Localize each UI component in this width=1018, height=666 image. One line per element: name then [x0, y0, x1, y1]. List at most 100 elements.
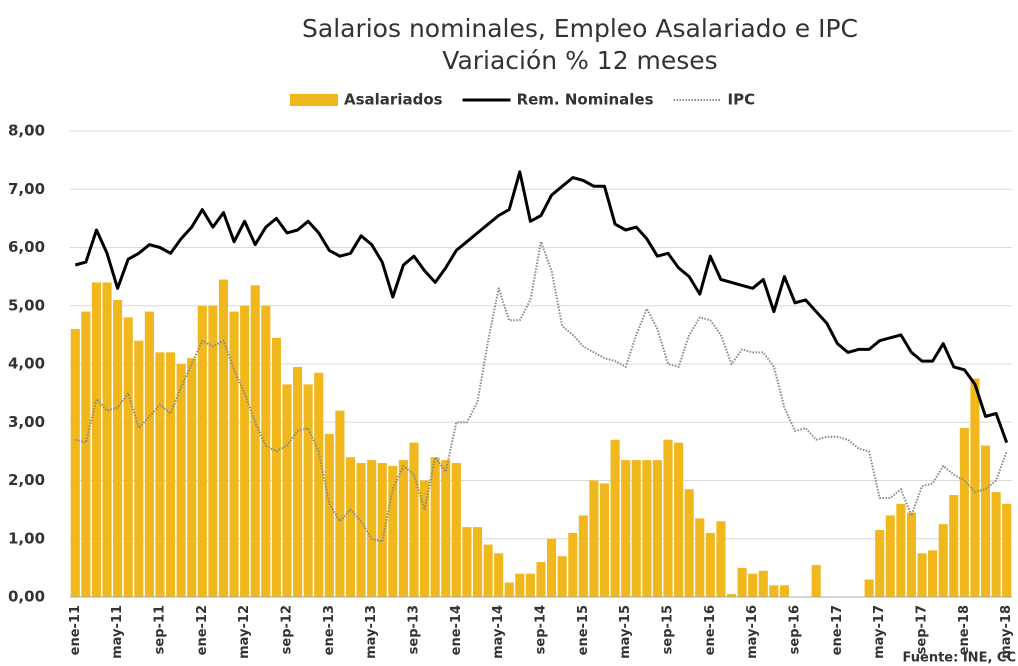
y-tick-label: 4,00 — [8, 355, 45, 373]
x-tick-label: ene-14 — [449, 605, 464, 655]
bar — [642, 460, 652, 597]
bar — [547, 538, 557, 597]
x-tick-label: may-16 — [745, 605, 760, 659]
bar — [515, 573, 525, 597]
x-tick-label: sep-17 — [915, 605, 930, 654]
y-tick-label: 3,00 — [8, 413, 45, 431]
bar — [303, 384, 313, 597]
x-tick-label: sep-15 — [661, 605, 676, 654]
bar — [367, 460, 377, 597]
bar — [356, 463, 366, 597]
bar — [91, 282, 102, 597]
bar — [293, 366, 303, 597]
bar — [536, 562, 546, 597]
bar — [430, 457, 440, 597]
x-tick-label: may-12 — [237, 605, 252, 659]
x-tick-label: ene-13 — [322, 605, 337, 655]
bar — [176, 364, 186, 597]
bar — [959, 428, 969, 597]
bar — [684, 489, 694, 597]
bar — [250, 285, 260, 597]
y-tick-label: 7,00 — [8, 180, 45, 198]
bar — [1002, 503, 1012, 597]
bar — [621, 460, 631, 597]
bar — [970, 378, 980, 597]
bar — [165, 352, 176, 597]
bar — [335, 410, 345, 597]
x-tick-label: may-13 — [364, 605, 379, 659]
bar — [737, 567, 747, 597]
bar — [123, 317, 133, 597]
bar — [483, 544, 493, 597]
bar — [864, 579, 874, 597]
bar — [134, 340, 144, 597]
bar — [557, 556, 567, 597]
bar — [388, 465, 398, 597]
x-tick-label: may-17 — [872, 605, 887, 659]
bar — [769, 585, 779, 597]
x-tick-label: may-11 — [110, 605, 125, 659]
y-tick-label: 1,00 — [8, 529, 45, 547]
bar — [113, 299, 123, 597]
bar — [81, 311, 91, 597]
legend-label: Rem. Nominales — [517, 91, 654, 109]
line-dotted — [75, 240, 1008, 543]
bar — [271, 337, 281, 597]
bar — [663, 439, 673, 597]
bar — [991, 492, 1001, 597]
y-tick-label: 2,00 — [8, 471, 45, 489]
bar — [949, 495, 959, 597]
bar — [261, 305, 271, 597]
bar — [652, 460, 662, 597]
y-tick-label: 6,00 — [8, 238, 45, 256]
bar — [345, 457, 356, 597]
bar — [896, 503, 906, 597]
x-tick-label: sep-13 — [406, 605, 421, 654]
bar — [610, 439, 620, 597]
x-tick-label: may-18 — [999, 605, 1014, 659]
bar — [811, 564, 821, 597]
annotation: Fuente: INE, CC — [903, 651, 1016, 666]
y-tick-label: 5,00 — [8, 296, 45, 314]
bar — [377, 463, 387, 597]
x-tick-label: ene-18 — [957, 605, 972, 655]
bar — [441, 460, 451, 597]
bar — [504, 582, 514, 597]
x-tick-label: sep-12 — [279, 605, 294, 654]
bar — [187, 358, 197, 597]
bar — [906, 512, 917, 597]
bar — [229, 311, 239, 597]
legend-label: IPC — [728, 91, 756, 109]
x-tick-label: sep-16 — [788, 605, 803, 654]
bar — [282, 384, 292, 597]
bar — [197, 305, 207, 597]
bar — [695, 518, 705, 597]
y-tick-label: 8,00 — [8, 122, 45, 140]
x-tick-label: ene-15 — [576, 605, 591, 655]
bar — [599, 483, 610, 597]
bar — [324, 433, 334, 597]
bar — [420, 480, 430, 597]
bar — [716, 521, 726, 597]
x-tick-label: may-14 — [491, 605, 506, 659]
chart-subtitle: Variación % 12 meses — [442, 46, 717, 75]
bar — [568, 532, 578, 597]
x-tick-label: ene-11 — [68, 605, 83, 655]
bar — [980, 445, 991, 597]
bar — [748, 573, 758, 597]
bar — [472, 527, 483, 597]
bar — [70, 329, 80, 597]
bar — [240, 305, 250, 597]
y-tick-label: 0,00 — [8, 588, 45, 606]
x-tick-label: sep-14 — [534, 605, 549, 654]
bar — [875, 530, 885, 597]
bar — [398, 460, 408, 597]
bar — [208, 305, 218, 597]
bar — [218, 279, 229, 597]
bar — [409, 442, 419, 597]
bar — [758, 570, 768, 597]
chart-title: Salarios nominales, Empleo Asalariado e … — [302, 14, 858, 43]
bar — [589, 480, 599, 597]
bar — [938, 524, 948, 597]
x-tick-label: ene-12 — [195, 605, 210, 655]
